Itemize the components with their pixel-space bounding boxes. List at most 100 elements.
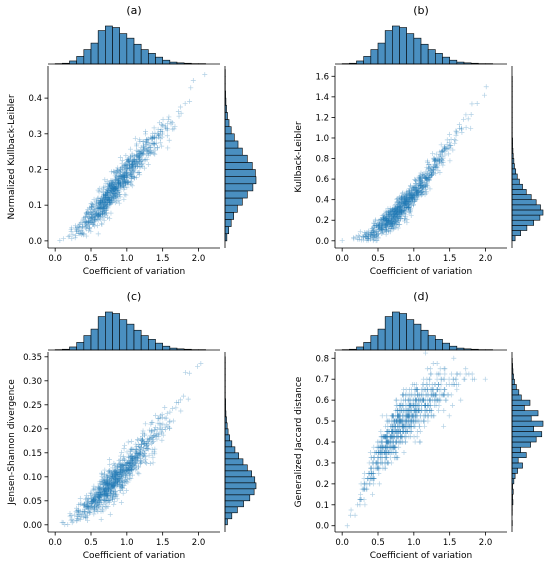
y-hist-bar xyxy=(511,189,527,195)
scatter-point xyxy=(107,462,113,468)
scatter-point xyxy=(419,182,425,188)
scatter-point xyxy=(429,168,435,174)
scatter-point xyxy=(429,165,435,171)
scatter-point xyxy=(441,387,447,393)
scatter-point xyxy=(145,162,151,168)
scatter-point xyxy=(365,236,371,242)
scatter-point xyxy=(389,216,395,222)
scatter-point xyxy=(454,128,460,134)
scatter-point xyxy=(102,184,108,190)
scatter-point xyxy=(413,188,419,194)
y-hist-bar xyxy=(511,436,537,443)
scatter-point xyxy=(411,185,417,191)
scatter-point xyxy=(417,177,423,183)
scatter-point xyxy=(81,232,87,238)
scatter-point xyxy=(112,187,118,193)
scatter-point xyxy=(126,157,132,163)
scatter-point xyxy=(410,199,416,205)
scatter-point xyxy=(431,158,437,164)
x-hist-bar xyxy=(69,346,77,351)
scatter-point xyxy=(391,217,397,223)
scatter-point xyxy=(465,116,471,122)
scatter-point xyxy=(103,193,109,199)
scatter-point xyxy=(404,217,410,223)
scatter-point xyxy=(103,205,109,211)
x-tick-label: 0.0 xyxy=(335,254,349,264)
scatter-point xyxy=(385,214,391,220)
scatter-point xyxy=(399,207,405,213)
scatter-point xyxy=(102,191,108,197)
scatter-point xyxy=(410,202,416,208)
scatter-point xyxy=(405,197,411,203)
scatter-point xyxy=(93,491,99,497)
y-hist-bar xyxy=(511,446,521,453)
scatter-point xyxy=(371,230,377,236)
scatter-point xyxy=(158,126,164,132)
scatter-point xyxy=(81,501,87,507)
scatter-point xyxy=(385,209,391,215)
scatter-point xyxy=(97,494,103,500)
y-hist-bar xyxy=(511,173,518,180)
scatter-point xyxy=(108,478,114,484)
scatter-point xyxy=(100,199,106,205)
scatter-point xyxy=(90,201,96,207)
scatter-point xyxy=(119,178,125,184)
scatter-point xyxy=(60,520,66,526)
scatter-point xyxy=(154,131,160,137)
scatter-point xyxy=(119,172,125,178)
scatter-point xyxy=(437,157,443,163)
scatter-point xyxy=(387,220,393,226)
scatter-point xyxy=(393,220,399,226)
scatter-point xyxy=(414,194,420,200)
scatter-point xyxy=(419,185,425,191)
scatter-point xyxy=(391,226,397,232)
scatter-point xyxy=(386,216,392,222)
y-hist-bar xyxy=(511,415,532,422)
scatter-point xyxy=(397,198,403,204)
scatter-point xyxy=(96,493,102,499)
scatter-point xyxy=(99,471,105,477)
scatter-point xyxy=(380,230,386,236)
x-hist-bar xyxy=(420,43,429,65)
scatter-point xyxy=(400,201,406,207)
scatter-point xyxy=(123,171,129,177)
scatter-point xyxy=(90,486,96,492)
scatter-point xyxy=(394,212,400,218)
scatter-point xyxy=(122,191,128,197)
scatter-point xyxy=(387,226,393,232)
scatter-point xyxy=(419,186,425,192)
x-hist-bar xyxy=(97,30,106,65)
scatter-point xyxy=(102,479,108,485)
scatter-point xyxy=(396,203,402,209)
scatter-point xyxy=(403,213,409,219)
scatter-point xyxy=(114,168,120,174)
panel-title: (c) xyxy=(127,290,142,303)
scatter-point xyxy=(416,188,422,194)
scatter-point xyxy=(137,150,143,156)
scatter-point xyxy=(132,135,138,141)
scatter-point xyxy=(94,211,100,217)
scatter-point xyxy=(111,198,117,204)
scatter-point xyxy=(112,186,118,192)
scatter-point xyxy=(415,188,421,194)
scatter-point xyxy=(369,232,375,238)
scatter-point xyxy=(356,237,362,243)
scatter-point xyxy=(71,512,77,518)
x-hist-bar xyxy=(442,56,450,65)
scatter-point xyxy=(93,210,99,216)
panel-title: (d) xyxy=(413,290,429,303)
scatter-point xyxy=(137,154,143,160)
scatter-point xyxy=(90,496,96,502)
scatter-point xyxy=(124,175,130,181)
scatter-point xyxy=(391,213,397,219)
scatter-point xyxy=(142,157,148,163)
scatter-point xyxy=(101,210,107,216)
scatter-point xyxy=(140,139,146,145)
scatter-point xyxy=(113,192,119,198)
scatter-point xyxy=(129,173,135,179)
scatter-point xyxy=(439,159,445,165)
y-hist-bar xyxy=(224,506,238,514)
scatter-point xyxy=(384,413,390,419)
scatter-point xyxy=(372,217,378,223)
scatter-point xyxy=(418,189,424,195)
